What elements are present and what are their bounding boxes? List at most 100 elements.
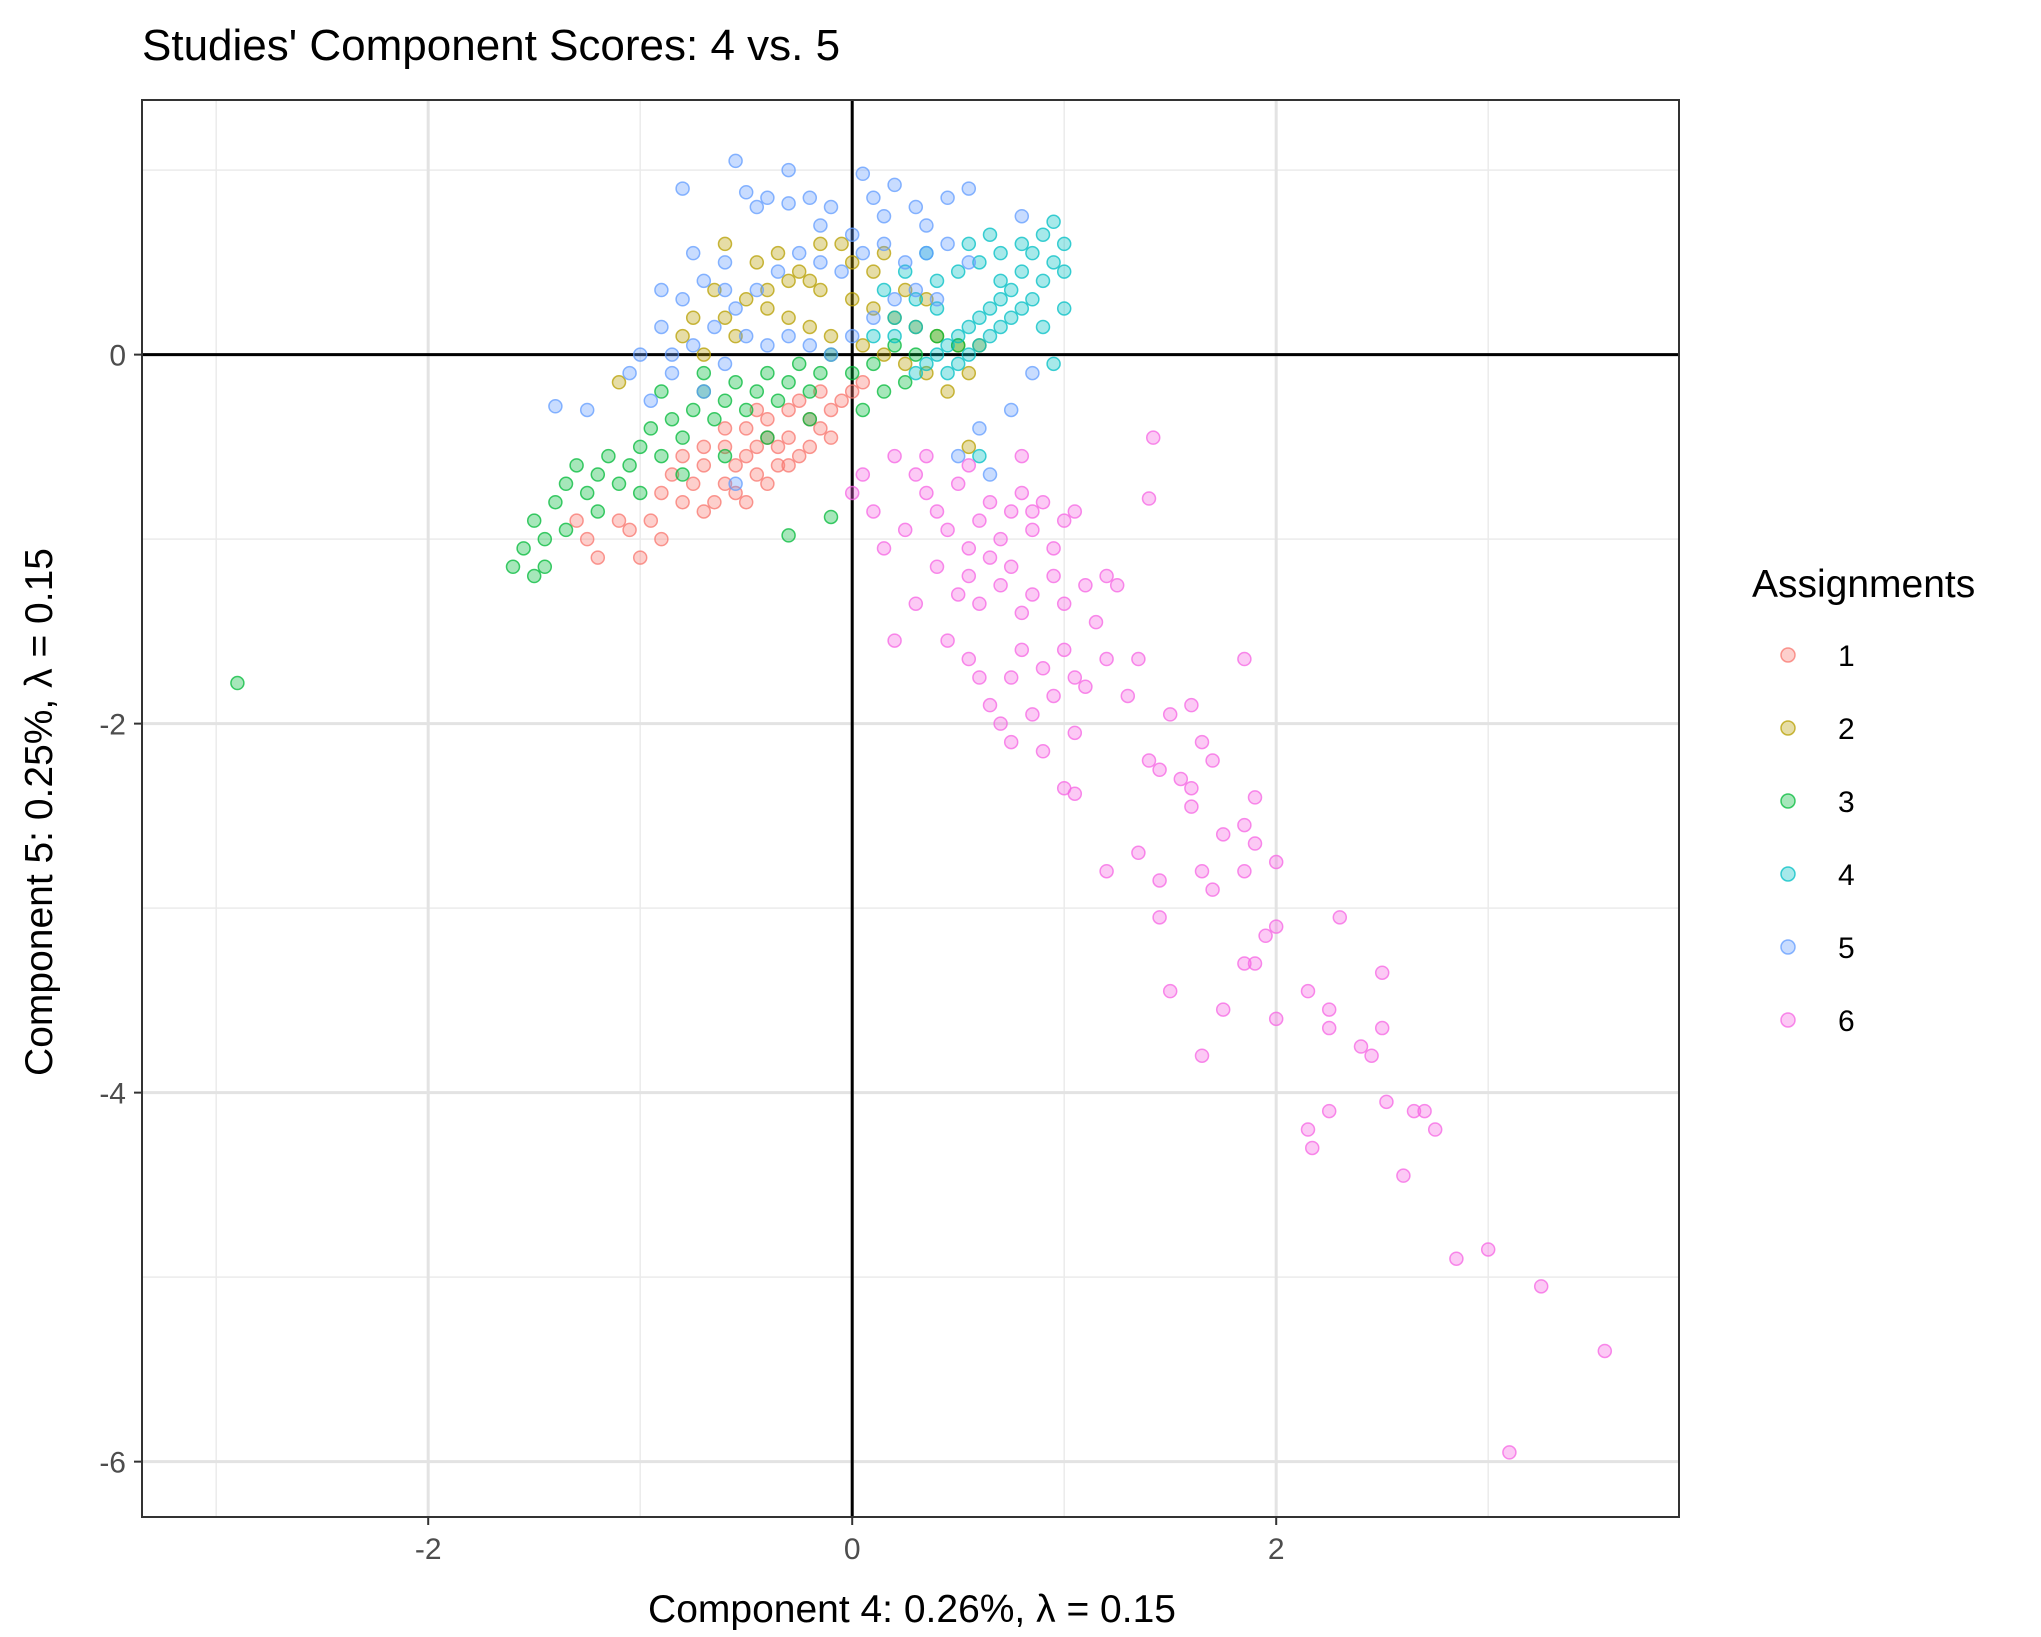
data-point-series-5: [1014, 208, 1030, 224]
data-point-series-4: [950, 356, 966, 372]
data-point-series-4: [1046, 255, 1061, 270]
data-point-series-2: [897, 282, 913, 298]
data-point-series-3: [516, 541, 531, 556]
data-point-series-6: [1099, 863, 1114, 879]
data-point-series-2: [685, 310, 701, 325]
data-point-series-4: [972, 338, 987, 353]
data-point-series-6: [1321, 1002, 1337, 1017]
data-point-series-3: [632, 485, 648, 501]
data-point-series-6: [1258, 928, 1273, 944]
data-point-series-6: [844, 485, 860, 501]
data-point-series-3: [802, 384, 818, 399]
data-point-series-3: [929, 328, 945, 344]
data-point-series-5: [749, 282, 765, 298]
data-point-series-2: [728, 328, 743, 344]
data-point-series-2: [770, 245, 786, 261]
data-point-series-5: [738, 328, 754, 344]
data-point-series-6: [1099, 568, 1114, 584]
data-point-series-6: [1205, 882, 1220, 897]
data-point-series-3: [760, 430, 775, 445]
data-point-series-4: [876, 282, 892, 298]
data-point-series-3: [717, 393, 733, 408]
data-point-series-6: [1237, 863, 1252, 879]
legend-key-2: [1780, 720, 1796, 736]
data-point-series-1: [813, 421, 828, 436]
data-point-series-6: [1268, 1011, 1284, 1027]
data-point-series-4: [950, 264, 966, 279]
chart-title: Studies' Component Scores: 4 vs. 5: [142, 21, 840, 70]
data-point-series-1: [823, 402, 839, 418]
data-point-series-2: [791, 264, 807, 279]
data-point-series-5: [728, 153, 743, 169]
data-point-series-6: [1003, 734, 1019, 750]
data-point-series-6: [1184, 780, 1199, 796]
data-point-series-3: [866, 356, 881, 372]
data-point-series-6: [1237, 651, 1252, 667]
data-point-series-5: [738, 185, 754, 200]
x-tick-label: 0: [844, 1533, 861, 1566]
data-point-series-1: [781, 430, 796, 445]
data-point-series-2: [844, 292, 860, 307]
data-point-series-6: [1237, 956, 1252, 971]
data-point-series-6: [1014, 642, 1030, 658]
data-point-series-3: [696, 365, 712, 381]
data-point-series-4: [1014, 301, 1030, 316]
data-point-series-6: [1035, 494, 1051, 510]
data-point-series-6: [929, 504, 945, 519]
data-point-series-6: [982, 697, 998, 713]
data-point-series-6: [1480, 1242, 1496, 1257]
data-point-series-1: [675, 448, 690, 464]
data-point-series-6: [1014, 448, 1030, 464]
data-point-series-5: [781, 196, 796, 211]
data-point-series-6: [1131, 845, 1146, 861]
data-point-series-5: [579, 402, 595, 418]
data-point-series-6: [1268, 919, 1284, 934]
data-point-series-5: [717, 255, 733, 270]
data-point-series-6: [855, 467, 871, 482]
y-axis-ticks: 0 -2 -4 -6: [99, 340, 142, 1480]
data-point-series-4: [940, 338, 955, 353]
data-point-series-2: [760, 301, 775, 316]
data-point-series-6: [1379, 1094, 1394, 1110]
data-point-series-1: [685, 476, 701, 492]
y-axis-title: Component 5: 0.25%, λ = 0.15: [18, 548, 61, 1076]
data-point-series-5: [908, 199, 924, 215]
legend-key-1: [1780, 647, 1796, 663]
legend-key-4: [1780, 866, 1796, 882]
data-point-series-4: [1046, 356, 1061, 372]
data-point-series-1: [749, 467, 765, 482]
data-point-series-1: [770, 458, 786, 473]
data-point-series-6: [1046, 568, 1061, 584]
data-point-series-5: [866, 310, 881, 325]
data-point-series-6: [929, 559, 945, 575]
data-point-series-1: [707, 494, 722, 510]
data-point-series-5: [866, 190, 881, 206]
data-point-series-4: [1035, 273, 1051, 289]
data-point-series-3: [505, 559, 521, 575]
y-tick-label: 0: [109, 340, 126, 373]
y-tick-label: -6: [99, 1447, 126, 1480]
data-point-series-6: [1194, 734, 1210, 750]
data-point-series-4: [1056, 264, 1072, 279]
legend-label-4: 4: [1838, 859, 1855, 892]
data-point-series-6: [1173, 771, 1189, 787]
data-point-series-6: [908, 596, 924, 611]
legend-label-3: 3: [1838, 786, 1855, 819]
data-point-series-1: [579, 531, 595, 547]
data-point-series-6: [1396, 1168, 1411, 1183]
y-tick-label: -2: [99, 709, 126, 742]
data-point-series-3: [654, 384, 669, 399]
data-point-series-1: [622, 522, 637, 538]
data-point-series-6: [1056, 596, 1072, 611]
data-point-series-6: [972, 670, 987, 685]
data-point-series-1: [855, 375, 871, 390]
data-point-series-1: [781, 402, 796, 418]
data-point-series-2: [675, 328, 690, 344]
data-point-series-3: [579, 485, 595, 501]
data-point-series-5: [664, 347, 680, 362]
data-point-series-3: [537, 559, 553, 575]
data-point-series-6: [866, 504, 881, 519]
data-point-series-5: [622, 365, 637, 381]
data-point-series-6: [1099, 651, 1114, 667]
data-point-series-5: [844, 227, 860, 242]
